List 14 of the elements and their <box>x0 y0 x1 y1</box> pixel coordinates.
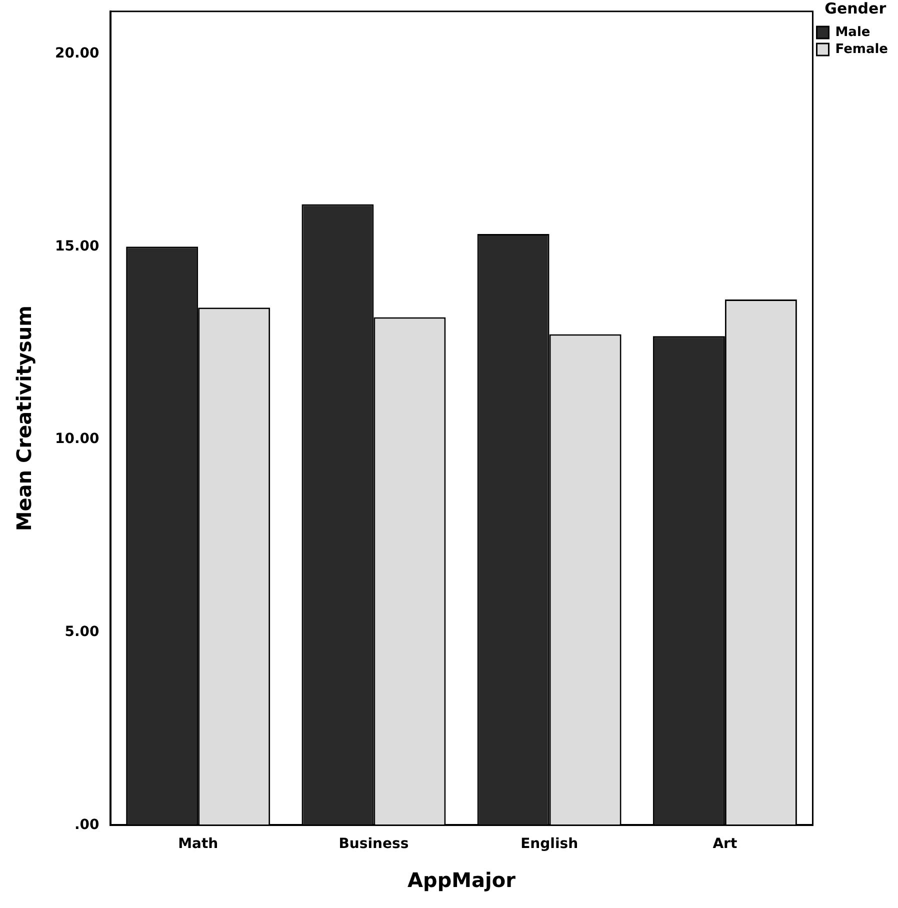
y-tick-label: 10.00 <box>54 431 100 448</box>
x-tick-label: Art <box>712 836 738 852</box>
x-axis-title: AppMajor <box>408 868 516 892</box>
y-axis-title: Mean Creativitysum <box>12 305 36 532</box>
legend-title: Gender <box>824 0 887 18</box>
y-tick-label: 15.00 <box>54 238 100 254</box>
legend-label: Male <box>835 24 870 40</box>
legend-label: Female <box>835 42 888 57</box>
x-tick-label: English <box>520 836 578 852</box>
y-tick-label: .00 <box>74 816 100 833</box>
x-tick-label: Business <box>338 836 409 852</box>
y-tick-label: 20.00 <box>54 45 100 62</box>
y-tick-label: 5.00 <box>64 624 100 640</box>
x-tick-label: Math <box>178 836 218 852</box>
